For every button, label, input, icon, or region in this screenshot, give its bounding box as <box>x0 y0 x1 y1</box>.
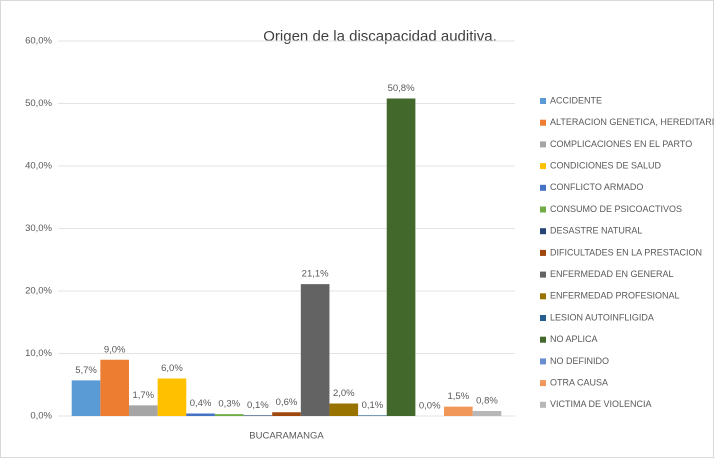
y-tick-label: 60,0% <box>25 36 52 47</box>
legend-label: DIFICULTADES EN LA PRESTACION <box>550 247 702 257</box>
value-label: 1,7% <box>132 390 154 401</box>
legend-swatch <box>540 271 546 278</box>
chart-title: Origen de la discapacidad auditiva. <box>263 28 496 45</box>
bar <box>358 415 387 416</box>
value-label: 50,8% <box>388 83 415 94</box>
bar <box>71 380 101 416</box>
value-label: 5,7% <box>75 365 97 376</box>
bar <box>157 378 187 416</box>
legend-swatch <box>540 358 546 365</box>
bar <box>100 359 129 416</box>
legend-swatch <box>540 184 546 191</box>
legend-swatch <box>540 401 546 408</box>
legend-label: NO APLICA <box>550 334 598 344</box>
bar <box>300 284 330 416</box>
y-tick-label: 50,0% <box>25 98 52 109</box>
bar <box>214 414 244 416</box>
x-tick-label: BUCARAMANGA <box>249 431 324 442</box>
value-label: 6,0% <box>161 363 183 374</box>
legend-swatch <box>540 315 546 321</box>
bar <box>186 413 215 416</box>
legend-label: COMPLICACIONES EN EL PARTO <box>550 139 692 149</box>
legend-swatch <box>540 249 546 256</box>
legend-label: OTRA CAUSA <box>550 377 608 387</box>
bar <box>472 411 502 416</box>
bar <box>272 412 301 416</box>
legend-swatch <box>540 336 546 343</box>
legend-label: ALTERACION GENETICA, HEREDITARIA <box>550 117 714 127</box>
bar <box>243 415 273 416</box>
value-label: 0,1% <box>247 400 269 411</box>
legend-swatch <box>540 119 546 126</box>
legend-swatch <box>540 206 546 213</box>
bar <box>444 406 473 416</box>
legend-label: CONSUMO DE PSICOACTIVOS <box>550 204 682 214</box>
legend-label: ACCIDENTE <box>550 95 602 105</box>
value-label: 9,0% <box>104 344 126 355</box>
y-tick-label: 30,0% <box>25 223 52 234</box>
value-label: 0,1% <box>362 400 384 411</box>
value-label: 0,3% <box>218 399 240 410</box>
y-tick-label: 10,0% <box>25 348 52 359</box>
legend-label: NO DEFINIDO <box>550 356 609 366</box>
legend-swatch <box>540 98 546 104</box>
legend-swatch <box>540 141 546 148</box>
legend-swatch <box>540 163 546 170</box>
bar <box>329 403 359 416</box>
y-tick-label: 0,0% <box>30 411 52 422</box>
bar <box>128 405 158 416</box>
legend-label: ENFERMEDAD EN GENERAL <box>550 269 674 279</box>
legend-label: DESASTRE NATURAL <box>550 226 642 236</box>
bar <box>386 98 416 416</box>
value-label: 0,4% <box>190 398 212 409</box>
legend-swatch <box>540 380 546 387</box>
value-label: 0,6% <box>276 397 298 408</box>
value-label: 21,1% <box>302 269 329 280</box>
y-tick-label: 40,0% <box>25 161 52 172</box>
legend-label: CONDICIONES DE SALUD <box>550 160 662 170</box>
legend-label: LESION AUTOINFLIGIDA <box>550 312 654 322</box>
value-label: 0,8% <box>476 396 498 407</box>
legend-swatch <box>540 293 546 300</box>
value-label: 1,5% <box>448 391 470 402</box>
legend-label: CONFLICTO ARMADO <box>550 182 643 192</box>
value-label: 2,0% <box>333 388 355 399</box>
legend-label: ENFERMEDAD PROFESIONAL <box>550 291 680 301</box>
legend-swatch <box>540 228 546 235</box>
y-tick-label: 20,0% <box>25 286 52 297</box>
value-label: 0,0% <box>419 401 441 412</box>
legend-label: VICTIMA DE VIOLENCIA <box>550 399 652 409</box>
